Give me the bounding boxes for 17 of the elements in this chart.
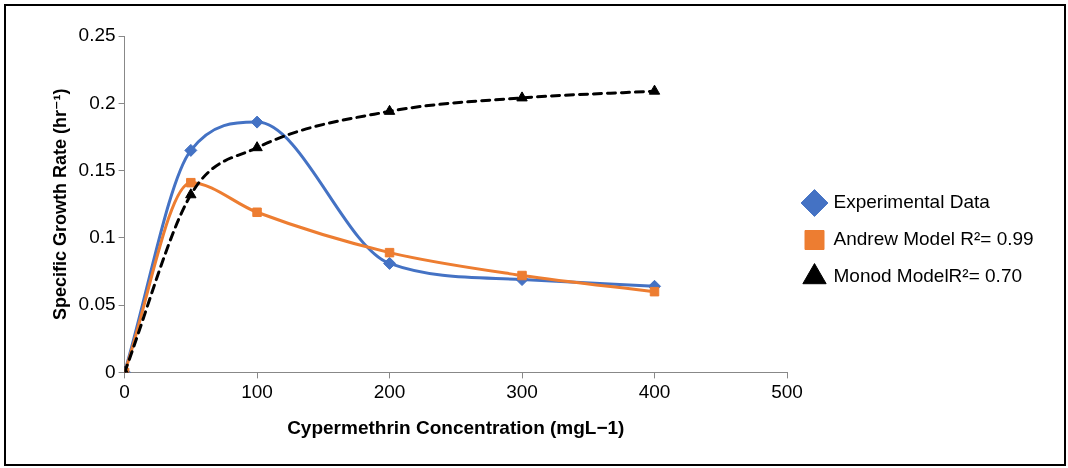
y-tick-label: 0.05 bbox=[78, 293, 116, 315]
x-tick-label: 500 bbox=[771, 381, 803, 403]
y-tick-label: 0 bbox=[105, 360, 116, 382]
legend-label: Monod ModelR²= 0.70 bbox=[833, 265, 1023, 287]
y-axis-title: Specific Growth Rate (hr⁻¹) bbox=[49, 88, 70, 320]
y-tick-label: 0.25 bbox=[78, 24, 116, 46]
x-tick-label: 400 bbox=[638, 381, 671, 403]
x-tick-label: 300 bbox=[506, 381, 538, 403]
legend-label: Andrew Model R²= 0.99 bbox=[833, 228, 1034, 250]
x-tick-label: 0 bbox=[119, 381, 130, 403]
y-tick-label: 0.2 bbox=[89, 91, 116, 113]
y-tick-label: 0.1 bbox=[89, 226, 116, 248]
x-tick-label: 200 bbox=[373, 381, 406, 403]
x-axis-title: Cypermethrin Concentration (mgL−1) bbox=[287, 416, 625, 438]
y-tick-label: 0.15 bbox=[78, 158, 116, 180]
x-tick-label: 100 bbox=[241, 381, 273, 403]
legend-label: Experimental Data bbox=[833, 191, 991, 213]
